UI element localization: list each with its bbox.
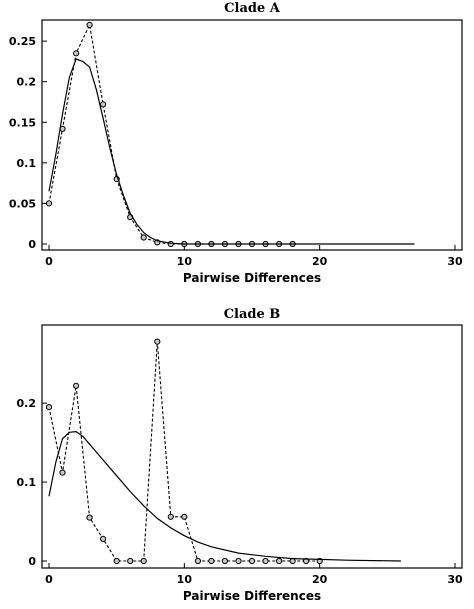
- data-point: [181, 513, 188, 520]
- y-axis: 0 0.1 0.2: [17, 397, 47, 568]
- chart-title: Clade A: [224, 1, 281, 16]
- data-point: [86, 21, 93, 28]
- data-point: [262, 557, 269, 565]
- x-axis: 0 10 20 30: [45, 245, 463, 268]
- y-tick-label: 0: [28, 238, 36, 251]
- panel-clade-a: Clade A 0 0.05 0.1 0.15 0.2 0.25 0 10 20 30 Pair…: [9, 1, 463, 285]
- chart-title: Clade B: [224, 307, 281, 322]
- x-tick-label: 0: [45, 255, 53, 268]
- data-point: [59, 469, 66, 476]
- plot-frame: [41, 19, 463, 251]
- data-point: [248, 557, 256, 565]
- y-tick-label: 0.05: [9, 197, 36, 210]
- data-point: [45, 200, 53, 207]
- expected-series-line: [48, 430, 401, 562]
- data-point: [100, 101, 107, 108]
- plot-frame: [41, 324, 463, 569]
- x-axis-label: Pairwise Differences: [183, 589, 321, 603]
- data-point: [113, 557, 120, 565]
- data-point: [140, 557, 147, 565]
- plot-area: [45, 21, 415, 248]
- x-tick-label: 30: [447, 573, 463, 586]
- x-tick-label: 20: [312, 255, 328, 268]
- x-tick-label: 20: [312, 573, 328, 586]
- x-axis: 0 10 20 30: [45, 563, 463, 586]
- expected-series-line: [48, 58, 415, 245]
- data-point: [208, 557, 215, 565]
- data-point: [276, 557, 283, 565]
- y-tick-label: 0.15: [9, 116, 36, 129]
- y-tick-label: 0.2: [17, 76, 37, 89]
- data-point: [45, 404, 53, 411]
- x-tick-label: 0: [45, 573, 53, 586]
- data-point: [194, 557, 201, 565]
- data-point: [140, 234, 147, 241]
- y-tick-label: 0: [28, 555, 36, 568]
- x-axis-label: Pairwise Differences: [183, 271, 321, 285]
- plot-area: [45, 338, 401, 565]
- y-axis: 0 0.05 0.1 0.15 0.2 0.25: [9, 35, 47, 251]
- data-point: [167, 240, 174, 248]
- data-point: [127, 557, 134, 565]
- data-point: [154, 338, 161, 345]
- y-tick-label: 0.1: [17, 157, 37, 170]
- y-tick-label: 0.1: [17, 476, 37, 489]
- panel-clade-b: Clade B 0 0.1 0.2 0 10 20 30 Pairwise Differe…: [17, 307, 463, 603]
- x-tick-label: 30: [447, 255, 463, 268]
- data-point: [235, 557, 242, 565]
- data-point: [167, 513, 174, 520]
- data-point: [73, 382, 80, 389]
- y-tick-label: 0.2: [17, 397, 37, 410]
- data-point: [73, 50, 80, 57]
- data-point: [221, 557, 228, 565]
- data-point: [100, 535, 107, 543]
- observed-series-line: [48, 341, 320, 562]
- observed-series-line: [48, 23, 293, 245]
- y-tick-label: 0.25: [9, 35, 36, 48]
- x-tick-label: 10: [177, 255, 193, 268]
- x-tick-label: 10: [177, 573, 193, 586]
- data-point: [86, 514, 93, 521]
